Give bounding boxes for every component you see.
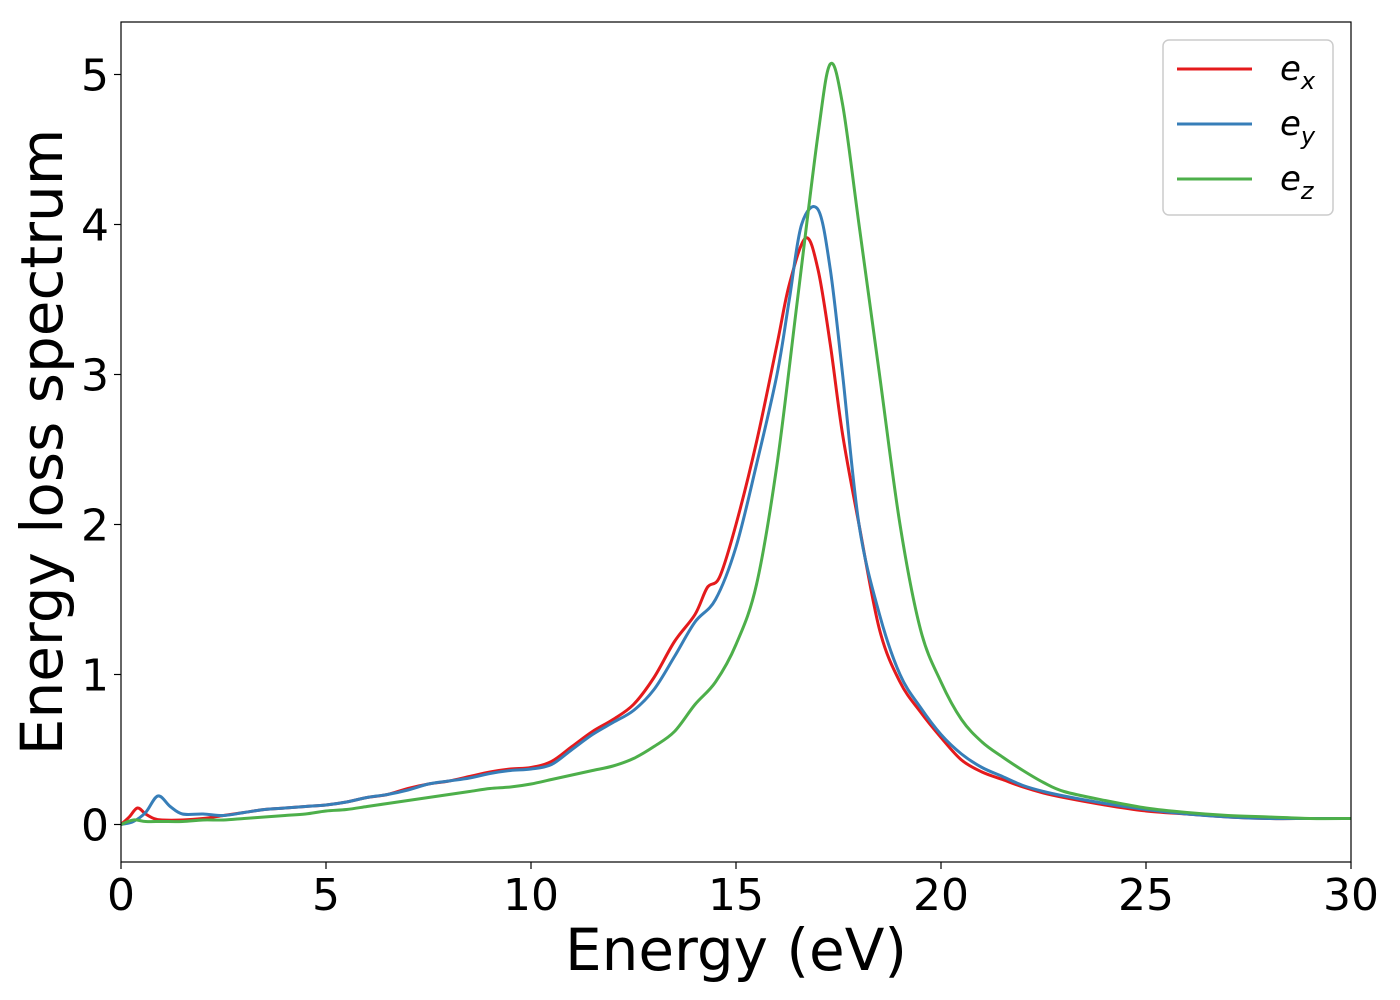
y-tick-label: 3 — [81, 351, 109, 402]
x-tick-label: 0 — [107, 870, 135, 921]
legend-label-subscript: y — [1300, 122, 1316, 150]
legend-label-base: e — [1280, 49, 1301, 89]
legend-label-z: ez — [1280, 159, 1315, 205]
legend-label-base: e — [1280, 159, 1301, 199]
series-line-x — [121, 236, 1351, 826]
x-tick-label: 10 — [503, 870, 559, 921]
y-axis-label: Energy loss spectrum — [8, 129, 76, 755]
x-tick-label: 5 — [312, 870, 340, 921]
y-tick-label: 2 — [81, 501, 109, 552]
series-line-y — [121, 205, 1351, 826]
legend-label-y: ey — [1280, 104, 1316, 150]
x-tick-label: 20 — [913, 870, 969, 921]
legend-label-x: ex — [1280, 49, 1316, 95]
y-tick-label: 0 — [81, 801, 109, 852]
legend-label-subscript: z — [1300, 177, 1315, 205]
x-axis: 0 5 10 15 20 25 30 — [107, 862, 1379, 921]
series-line-z — [121, 61, 1351, 826]
legend-label-base: e — [1280, 104, 1301, 144]
y-tick-label: 4 — [81, 201, 109, 252]
y-tick-label: 5 — [81, 51, 109, 102]
y-tick-label: 1 — [81, 651, 109, 702]
y-axis: 0 1 2 3 4 5 — [81, 51, 121, 852]
x-tick-label: 30 — [1323, 870, 1379, 921]
x-axis-label: Energy (eV) — [565, 916, 907, 984]
x-tick-label: 15 — [708, 870, 764, 921]
legend-box — [1162, 39, 1334, 216]
x-tick-label: 25 — [1118, 870, 1174, 921]
series-layer — [121, 61, 1351, 826]
legend-label-subscript: x — [1300, 67, 1316, 95]
